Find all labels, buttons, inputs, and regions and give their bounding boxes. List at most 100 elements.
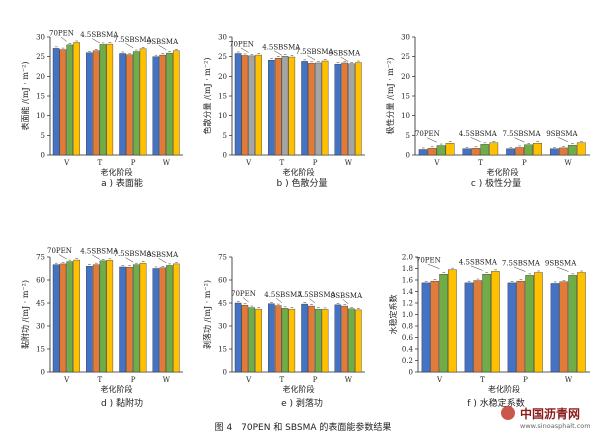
y-axis-label: 黏附功 /(mJ · m⁻²) bbox=[20, 280, 30, 349]
x-tick-label: W bbox=[163, 376, 171, 384]
y-tick-label: 0 bbox=[406, 152, 410, 160]
bar bbox=[516, 280, 526, 373]
x-tick-label: P bbox=[313, 376, 318, 384]
leader-line bbox=[307, 55, 316, 61]
group-label: 9SBSMA bbox=[329, 50, 361, 58]
group-label: 9SBSMA bbox=[147, 251, 179, 259]
bar bbox=[288, 308, 296, 373]
leader-line bbox=[427, 263, 440, 269]
bar bbox=[139, 262, 147, 373]
bar bbox=[533, 142, 542, 156]
chart-panel: 0 5 10 15 20 25 30 70PEN V 4.5SBSMA T 7.5SBSMA P 9SBS… bbox=[20, 30, 183, 189]
y-tick-label: 10 bbox=[36, 112, 45, 120]
x-axis-label: 老化阶段 bbox=[101, 167, 133, 177]
bar bbox=[568, 275, 577, 373]
bar bbox=[241, 55, 249, 156]
x-tick-label: W bbox=[565, 376, 573, 384]
leader-line bbox=[125, 257, 134, 263]
chart-panel: 0 5 10 15 20 25 30 70PEN V 4.5SBSMA T 7.5SBSMA P 9SBS… bbox=[385, 34, 590, 189]
bar bbox=[234, 53, 242, 156]
bar bbox=[515, 147, 524, 156]
bar bbox=[52, 48, 60, 156]
x-tick-label: V bbox=[245, 376, 252, 384]
x-tick-label: T bbox=[480, 376, 485, 384]
x-tick-label: V bbox=[433, 159, 440, 167]
bar bbox=[92, 264, 100, 373]
bar bbox=[99, 44, 107, 156]
bar bbox=[255, 308, 262, 373]
group-label: 9SBSMA bbox=[546, 130, 578, 138]
chart-panel: 0 0.2 0.4 0.6 0.8 1.0 1.2 1.4 1.6 1.8 2.0 70PEN V 4.5… bbox=[388, 254, 590, 409]
y-tick-label: 30 bbox=[401, 34, 410, 42]
x-axis-label: 老化阶段 bbox=[283, 384, 315, 394]
bar bbox=[288, 56, 296, 156]
bar bbox=[152, 268, 160, 373]
leader-line bbox=[92, 38, 101, 44]
y-tick-label: 15 bbox=[218, 93, 227, 101]
x-tick-label: V bbox=[63, 376, 70, 384]
bar bbox=[321, 309, 329, 373]
bar bbox=[448, 269, 457, 373]
bar bbox=[507, 282, 517, 373]
y-tick-label: 25 bbox=[36, 53, 45, 61]
bar bbox=[348, 308, 355, 373]
bar bbox=[418, 149, 428, 156]
y-tick-label: 30 bbox=[218, 34, 227, 42]
bar bbox=[341, 62, 348, 156]
bar bbox=[248, 307, 256, 373]
bar bbox=[506, 148, 516, 156]
bar bbox=[348, 63, 355, 156]
x-tick-label: P bbox=[313, 159, 318, 167]
bar bbox=[119, 266, 126, 373]
figure-caption: 图 4 70PEN 和 SBSMA 的表面能参数结果 bbox=[215, 421, 392, 433]
group-label: 4.5SBSMA bbox=[459, 258, 498, 266]
panel-caption: e ) 剥落功 bbox=[281, 397, 323, 409]
y-tick-label: 1.2 bbox=[402, 300, 413, 308]
y-tick-label: 0 bbox=[223, 369, 227, 377]
bar bbox=[66, 44, 74, 156]
group-label: 7.5SBSMA bbox=[113, 36, 152, 44]
x-tick-label: P bbox=[522, 159, 527, 167]
bar bbox=[558, 147, 568, 156]
bar bbox=[281, 56, 289, 156]
y-tick-label: 1.6 bbox=[402, 277, 414, 285]
leader-line bbox=[60, 36, 67, 42]
y-tick-label: 1.8 bbox=[402, 265, 413, 273]
bar bbox=[314, 308, 322, 373]
leader-line bbox=[274, 50, 283, 56]
y-tick-label: 15 bbox=[36, 93, 45, 101]
leader-line bbox=[514, 137, 525, 143]
group-label: 4.5SBSMA bbox=[262, 43, 301, 51]
group-label: 70PEN bbox=[229, 41, 254, 49]
y-tick-label: 30 bbox=[218, 323, 227, 331]
bar bbox=[473, 280, 483, 373]
y-tick-label: 20 bbox=[36, 73, 45, 81]
leader-line bbox=[158, 45, 167, 50]
bar bbox=[99, 260, 107, 373]
watermark-url: www.sinoasphalt.com bbox=[520, 422, 591, 430]
bar bbox=[59, 263, 67, 373]
y-tick-label: 0.8 bbox=[402, 323, 413, 331]
panel-caption: d ) 黏附功 bbox=[101, 397, 143, 409]
leader-line bbox=[340, 56, 349, 62]
x-tick-label: T bbox=[478, 159, 483, 167]
bar bbox=[281, 308, 289, 373]
y-axis-label: 表面能 /(mJ · m⁻²) bbox=[20, 62, 30, 131]
y-tick-label: 25 bbox=[218, 53, 227, 61]
leader-line bbox=[240, 47, 249, 53]
leader-line bbox=[242, 297, 249, 303]
x-tick-label: V bbox=[63, 159, 70, 167]
bar bbox=[341, 305, 348, 373]
panel-caption: a ) 表面能 bbox=[101, 177, 143, 189]
bar bbox=[86, 52, 93, 156]
bar bbox=[308, 305, 315, 373]
y-tick-label: 5 bbox=[223, 132, 227, 140]
bar bbox=[274, 305, 282, 373]
leader-line bbox=[558, 137, 569, 143]
bar bbox=[132, 264, 140, 373]
y-tick-label: 15 bbox=[36, 346, 45, 354]
leader-line bbox=[470, 265, 483, 271]
bar bbox=[106, 43, 114, 156]
